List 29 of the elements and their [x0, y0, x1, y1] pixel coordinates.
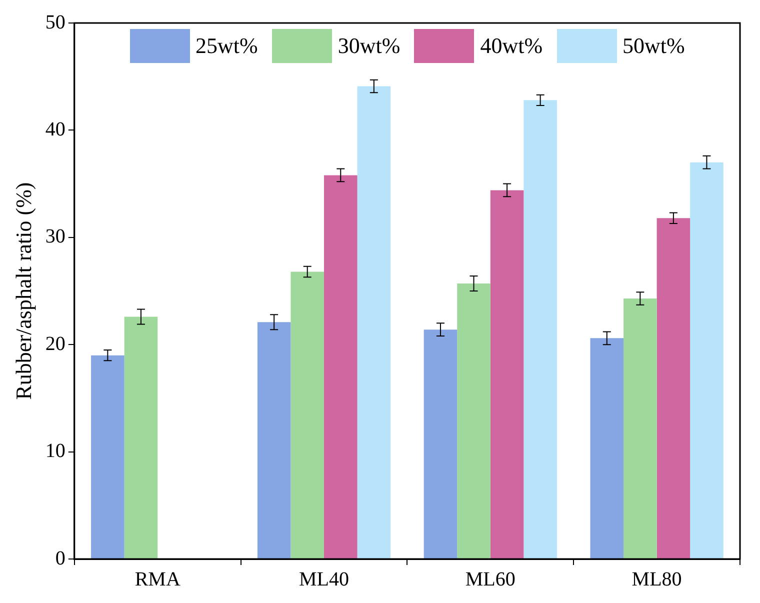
- legend-label: 30wt%: [338, 33, 400, 59]
- legend-label: 25wt%: [196, 33, 258, 59]
- y-tick-label: 10: [45, 440, 66, 462]
- x-tick-label: ML40: [299, 568, 349, 590]
- bar: [457, 283, 490, 558]
- y-axis-title: Rubber/asphalt ratio (%): [10, 182, 36, 400]
- x-tick-label: ML60: [465, 568, 516, 590]
- legend-label: 50wt%: [622, 33, 685, 59]
- y-tick-label: 20: [45, 332, 66, 355]
- bar: [490, 190, 524, 558]
- x-tick-label: ML80: [632, 568, 682, 590]
- y-tick-label: 50: [45, 11, 66, 34]
- bar: [257, 322, 291, 558]
- bar: [324, 175, 358, 558]
- bar: [590, 338, 624, 558]
- y-tick-label: 0: [55, 547, 66, 570]
- bar: [124, 316, 158, 558]
- bar: [690, 162, 724, 558]
- bar: [624, 298, 657, 558]
- y-tick-label: 30: [45, 226, 66, 248]
- bar: [290, 272, 324, 558]
- bar: [524, 100, 557, 558]
- legend-label: 40wt%: [480, 33, 543, 59]
- bar: [424, 330, 458, 558]
- bar: [656, 218, 690, 558]
- bar: [91, 355, 124, 558]
- y-tick-label: 40: [45, 118, 66, 140]
- bar: [357, 86, 391, 558]
- x-tick-label: RMA: [134, 568, 181, 590]
